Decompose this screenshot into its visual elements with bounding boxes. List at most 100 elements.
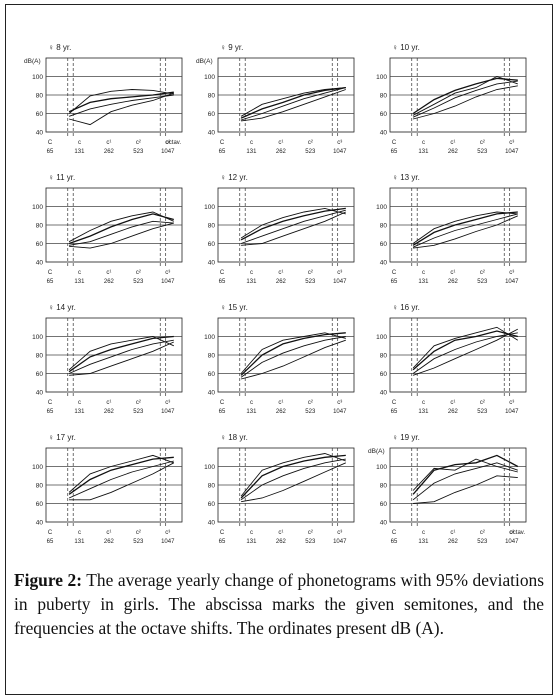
panel-1: ♀ 8 yr. dB(A) 40 60 80 100 C 65 c 131 c¹ 262 c² 523 c³… xyxy=(24,43,183,155)
y-tick-label: 40 xyxy=(208,390,216,397)
y-tick-label: 60 xyxy=(208,241,216,248)
x-tick-note: c xyxy=(78,140,81,146)
x-tick-note: C xyxy=(392,530,397,536)
x-axis-label: octav. xyxy=(509,530,525,536)
series-line xyxy=(240,453,346,497)
x-tick-note: c xyxy=(422,400,425,406)
x-tick-freq: 262 xyxy=(104,409,115,415)
figure-caption: Figure 2: The average yearly change of p… xyxy=(14,568,544,640)
x-tick-freq: 65 xyxy=(391,149,398,155)
x-tick-note: C xyxy=(48,270,53,276)
y-tick-label: 60 xyxy=(208,501,216,508)
series-line xyxy=(412,211,518,244)
x-tick-note: c³ xyxy=(165,140,170,146)
x-tick-note: c¹ xyxy=(278,530,283,536)
x-tick-note: c¹ xyxy=(106,530,111,536)
x-tick-note: c³ xyxy=(165,530,170,536)
y-tick-label: 80 xyxy=(208,93,216,100)
x-tick-freq: 523 xyxy=(477,279,488,285)
panel-11: ♀ 18 yr. 40 60 80 100 C 65 c 131 c¹ 262 c² 523 c³ 1047 xyxy=(204,433,355,545)
series-line xyxy=(412,462,518,501)
x-tick-freq: 131 xyxy=(418,279,429,285)
x-tick-note: C xyxy=(220,400,225,406)
x-tick-freq: 523 xyxy=(133,149,144,155)
x-tick-note: c² xyxy=(136,270,141,276)
x-tick-note: C xyxy=(48,530,53,536)
x-tick-freq: 523 xyxy=(477,149,488,155)
x-tick-note: c² xyxy=(136,140,141,146)
panel-2: ♀ 9 yr. dB(A) 40 60 80 100 C 65 c 131 c¹ 262 c² 523 c³… xyxy=(196,43,355,155)
x-tick-freq: 262 xyxy=(276,409,287,415)
series-line xyxy=(240,336,346,378)
x-tick-note: c xyxy=(250,400,253,406)
x-tick-note: c xyxy=(250,530,253,536)
series-line xyxy=(240,207,346,241)
series-line xyxy=(412,330,518,371)
x-tick-freq: 1047 xyxy=(505,149,519,155)
x-tick-note: c xyxy=(78,270,81,276)
series-line xyxy=(240,87,346,121)
y-tick-label: 100 xyxy=(204,204,215,211)
x-tick-freq: 65 xyxy=(219,149,226,155)
y-tick-label: 60 xyxy=(380,501,388,508)
y-tick-label: 100 xyxy=(204,74,215,81)
x-tick-freq: 131 xyxy=(418,409,429,415)
series-line xyxy=(68,89,174,114)
y-tick-label: 60 xyxy=(208,111,216,118)
series-line xyxy=(412,332,518,374)
x-tick-note: c² xyxy=(308,530,313,536)
series-line xyxy=(412,77,518,115)
y-tick-label: 40 xyxy=(36,520,44,527)
x-tick-freq: 262 xyxy=(276,279,287,285)
y-axis-label: dB(A) xyxy=(24,58,41,65)
x-tick-freq: 1047 xyxy=(333,409,347,415)
caption-text: The average yearly change of phonetogram… xyxy=(14,570,544,638)
y-tick-label: 40 xyxy=(208,130,216,137)
x-tick-note: C xyxy=(392,140,397,146)
x-tick-freq: 262 xyxy=(104,279,115,285)
x-tick-freq: 65 xyxy=(47,409,54,415)
x-tick-freq: 1047 xyxy=(161,409,175,415)
series-line xyxy=(412,85,518,120)
panel-title: ♀ 8 yr. xyxy=(48,43,71,52)
x-tick-note: c² xyxy=(136,530,141,536)
x-tick-freq: 1047 xyxy=(161,279,175,285)
x-tick-note: C xyxy=(48,140,53,146)
y-tick-label: 40 xyxy=(380,130,388,137)
x-tick-note: c¹ xyxy=(278,270,283,276)
x-tick-note: c³ xyxy=(337,530,342,536)
x-tick-freq: 65 xyxy=(47,149,54,155)
panel-title: ♀ 9 yr. xyxy=(220,43,243,52)
x-tick-note: C xyxy=(392,400,397,406)
y-tick-label: 100 xyxy=(204,464,215,471)
series-line xyxy=(68,92,174,126)
series-line xyxy=(412,326,519,369)
panel-5: ♀ 12 yr. 40 60 80 100 C 65 c 131 c¹ 262 c² 523 c³ 1047 xyxy=(204,173,355,285)
x-tick-freq: 1047 xyxy=(333,149,347,155)
panel-title: ♀ 18 yr. xyxy=(220,433,248,442)
y-tick-label: 80 xyxy=(36,483,44,490)
x-tick-note: c² xyxy=(308,270,313,276)
x-tick-freq: 65 xyxy=(391,409,398,415)
series-line xyxy=(412,80,518,118)
series-line xyxy=(412,213,518,248)
x-tick-note: c² xyxy=(480,400,485,406)
panel-title: ♀ 11 yr. xyxy=(48,173,75,182)
x-tick-note: C xyxy=(220,270,225,276)
panel-8: ♀ 15 yr. 40 60 80 100 C 65 c 131 c¹ 262 c² 523 c³ 1047 xyxy=(204,303,355,415)
series-line xyxy=(68,460,174,499)
y-tick-label: 40 xyxy=(36,130,44,137)
x-tick-note: c¹ xyxy=(278,400,283,406)
series-line xyxy=(68,456,174,495)
x-tick-note: c³ xyxy=(509,140,514,146)
y-tick-label: 100 xyxy=(32,334,43,341)
series-line xyxy=(241,211,346,246)
series-line xyxy=(240,332,346,376)
x-tick-freq: 131 xyxy=(418,539,429,545)
x-tick-freq: 262 xyxy=(448,279,459,285)
y-tick-label: 100 xyxy=(204,334,215,341)
y-tick-label: 60 xyxy=(36,501,44,508)
x-tick-note: c xyxy=(78,530,81,536)
panel-4: ♀ 11 yr. 40 60 80 100 C 65 c 131 c¹ 262 c² 523 c³ 1047 xyxy=(32,173,183,285)
y-tick-label: 80 xyxy=(380,353,388,360)
